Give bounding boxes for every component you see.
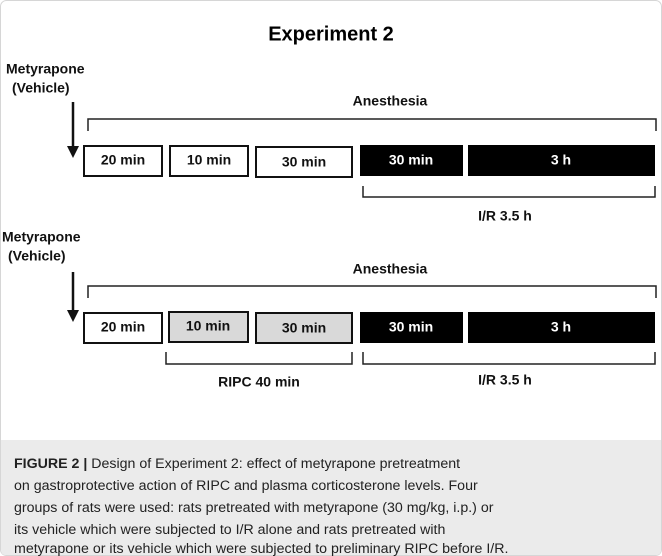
drug-label: Metyrapone — [2, 229, 81, 245]
caption-text: Design of Experiment 2: effect of metyra… — [87, 456, 460, 472]
step-label: 3 h — [551, 152, 571, 168]
caption-line: its vehicle which were subjected to I/R … — [14, 522, 445, 538]
step-label: 10 min — [187, 152, 231, 168]
step-label: 30 min — [282, 320, 326, 336]
step-box — [468, 145, 655, 176]
caption-line: on gastroprotective action of RIPC and p… — [14, 478, 478, 494]
panel: Metyrapone (Vehicle) Anesthesia 20 min 1… — [6, 61, 657, 224]
anesthesia-label: Anesthesia — [353, 261, 428, 277]
arrowhead — [67, 310, 79, 322]
bracket-label: RIPC 40 min — [218, 374, 300, 390]
caption: FIGURE 2 | Design of Experiment 2: effec… — [1, 440, 661, 556]
bracket — [362, 352, 656, 365]
step-box — [168, 311, 249, 343]
bracket-label: I/R 3.5 h — [478, 372, 532, 388]
vehicle-label: (Vehicle) — [8, 248, 66, 264]
step-label: 30 min — [389, 319, 433, 335]
step-box — [255, 146, 353, 178]
step-box — [468, 312, 655, 343]
step-label: 20 min — [101, 319, 145, 335]
bracket — [87, 285, 657, 298]
step-box — [360, 312, 463, 343]
step-box — [255, 312, 353, 344]
arrowhead — [67, 146, 79, 158]
step-label: 30 min — [282, 154, 326, 170]
step-label: 3 h — [551, 319, 571, 335]
bracket-label: I/R 3.5 h — [478, 208, 532, 224]
step-label: 20 min — [101, 152, 145, 168]
step-box — [360, 145, 463, 176]
vehicle-label: (Vehicle) — [12, 80, 70, 96]
step-box — [83, 145, 163, 177]
step-box — [83, 312, 163, 344]
step-box — [169, 145, 249, 177]
step-label: 10 min — [186, 318, 230, 334]
bracket — [165, 352, 353, 365]
panel: Metyrapone (Vehicle) Anesthesia 20 min 1… — [2, 229, 657, 390]
caption-label: FIGURE 2 | — [14, 456, 87, 472]
bracket — [87, 118, 657, 131]
bracket — [362, 186, 656, 198]
caption-line: FIGURE 2 | Design of Experiment 2: effec… — [14, 456, 460, 472]
drug-label: Metyrapone — [6, 61, 85, 77]
caption-line: metyrapone or its vehicle which were sub… — [14, 541, 508, 556]
caption-line: groups of rats were used: rats pretreate… — [14, 500, 494, 516]
anesthesia-label: Anesthesia — [353, 93, 428, 109]
caption-background — [1, 440, 661, 555]
step-label: 30 min — [389, 152, 433, 168]
title: Experiment 2 — [268, 23, 394, 45]
